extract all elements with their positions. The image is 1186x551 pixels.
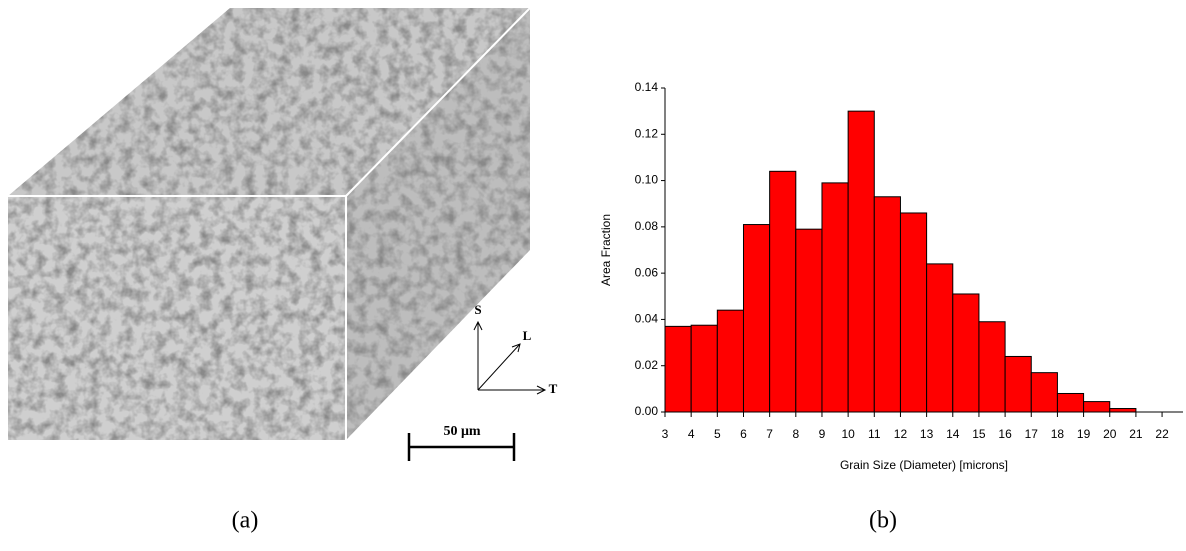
x-tick-label: 20 <box>1103 427 1117 441</box>
x-tick-label: 10 <box>841 427 855 441</box>
x-tick-label: 4 <box>688 427 695 441</box>
y-tick-label: 0.08 <box>635 219 659 233</box>
x-tick-label: 17 <box>1025 427 1039 441</box>
micrograph-cube <box>8 7 531 440</box>
bar <box>716 309 744 413</box>
bar <box>1083 401 1111 413</box>
x-tick-label: 9 <box>819 427 826 441</box>
bar <box>769 170 797 413</box>
y-axis-title: Area Fraction <box>599 214 613 286</box>
x-tick-label: 3 <box>662 427 669 441</box>
x-tick-label: 11 <box>868 427 881 441</box>
cube-front-texture <box>8 196 346 440</box>
x-tick-label: 7 <box>766 427 773 441</box>
scale-bar <box>407 433 516 461</box>
bar <box>690 324 718 413</box>
panel-label: (a) <box>232 508 259 534</box>
y-tick-label: 0.14 <box>635 80 659 94</box>
y-tick-label: 0.00 <box>635 404 659 418</box>
panel-label: (b) <box>869 508 897 534</box>
y-tick-label: 0.04 <box>635 312 659 326</box>
axis-label: L <box>523 328 532 343</box>
bar <box>795 228 823 413</box>
axis-label: T <box>549 381 558 396</box>
axis-label: S <box>474 302 481 317</box>
bar <box>1056 392 1085 413</box>
x-tick-label: 6 <box>740 427 747 441</box>
x-tick-label: 8 <box>792 427 799 441</box>
cube-edge <box>345 7 531 197</box>
y-tick-label: 0.06 <box>635 265 659 279</box>
x-tick-label: 21 <box>1129 427 1143 441</box>
bar <box>664 325 692 413</box>
x-tick-label: 13 <box>920 427 934 441</box>
bar <box>742 224 771 413</box>
scale-bar-label: 50 μm <box>443 424 480 439</box>
y-tick-label: 0.10 <box>635 173 659 187</box>
bar <box>1004 355 1032 413</box>
x-tick-label: 22 <box>1155 427 1169 441</box>
orientation-axes <box>473 320 547 395</box>
bar <box>873 196 901 413</box>
x-tick-label: 18 <box>1051 427 1065 441</box>
bar <box>978 321 1006 413</box>
bar <box>1109 408 1137 413</box>
x-tick-label: 19 <box>1077 427 1091 441</box>
x-axis-title: Grain Size (Diameter) [microns] <box>840 458 1008 472</box>
x-tick-label: 16 <box>998 427 1012 441</box>
x-tick-label: 5 <box>714 427 721 441</box>
bar <box>1030 372 1058 413</box>
bar <box>926 263 954 413</box>
cube-side-texture <box>346 8 530 440</box>
y-tick-label: 0.12 <box>635 126 659 140</box>
bar <box>952 293 980 413</box>
bar <box>899 212 928 413</box>
bar <box>847 110 875 413</box>
x-tick-label: 14 <box>946 427 960 441</box>
y-tick-label: 0.02 <box>635 358 659 372</box>
cube-top-texture <box>8 8 530 196</box>
bar <box>821 182 849 413</box>
x-tick-label: 12 <box>894 427 908 441</box>
x-tick-label: 15 <box>972 427 986 441</box>
